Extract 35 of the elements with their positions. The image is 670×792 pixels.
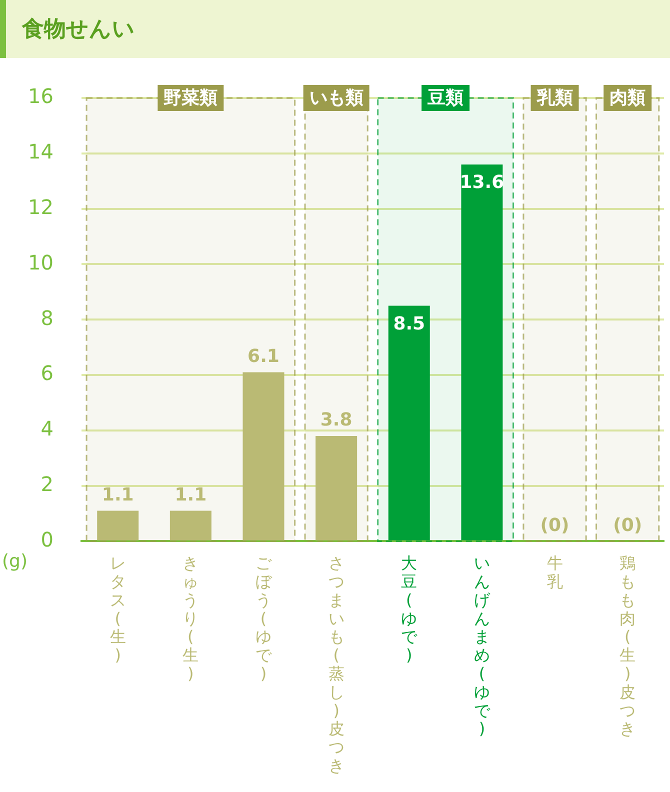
data-label: 8.5 xyxy=(393,313,426,334)
band-label: 乳類 xyxy=(536,88,573,109)
band-label: 野菜類 xyxy=(164,88,218,109)
y-tick-label: 14 xyxy=(28,140,54,164)
data-label: 1.1 xyxy=(174,484,207,506)
x-tick-label: 大豆(ゆで) xyxy=(401,554,418,665)
y-tick-label: 4 xyxy=(40,416,54,441)
category-label: さつまいも(蒸し)皮つき xyxy=(328,554,344,775)
y-tick-label: 16 xyxy=(28,84,54,108)
band-label: 肉類 xyxy=(610,88,646,109)
data-label: 3.8 xyxy=(320,410,352,431)
data-label: (0) xyxy=(540,514,570,536)
x-tick-label: きゅうり(生) xyxy=(182,554,199,683)
y-tick-label: 6 xyxy=(40,361,54,386)
y-tick-label: 10 xyxy=(28,250,54,274)
data-label: (0) xyxy=(613,514,642,536)
y-tick-label: 0 xyxy=(40,527,54,552)
y-tick-label: 2 xyxy=(40,472,54,496)
x-tick-label: レタス(生) xyxy=(110,554,126,665)
bar xyxy=(242,372,284,540)
x-tick-label: 牛乳 xyxy=(546,554,563,591)
bar xyxy=(316,436,358,540)
category-label: 鶏もも肉(生)皮つき xyxy=(620,554,636,738)
bar xyxy=(170,510,212,540)
data-label: 6.1 xyxy=(248,346,280,367)
y-axis-title: (g) xyxy=(2,550,28,572)
band-label: 豆類 xyxy=(426,88,464,109)
category-label: いんげんまめ(ゆで) xyxy=(474,554,490,738)
chart-title: 食物せんい xyxy=(22,16,135,44)
y-tick-label: 12 xyxy=(28,195,54,220)
data-label: 1.1 xyxy=(102,484,134,506)
bar xyxy=(97,510,139,540)
y-tick-label: 8 xyxy=(40,306,54,330)
x-tick-label: ごぼう(ゆで) xyxy=(255,554,272,683)
band-label: いも類 xyxy=(309,88,364,109)
